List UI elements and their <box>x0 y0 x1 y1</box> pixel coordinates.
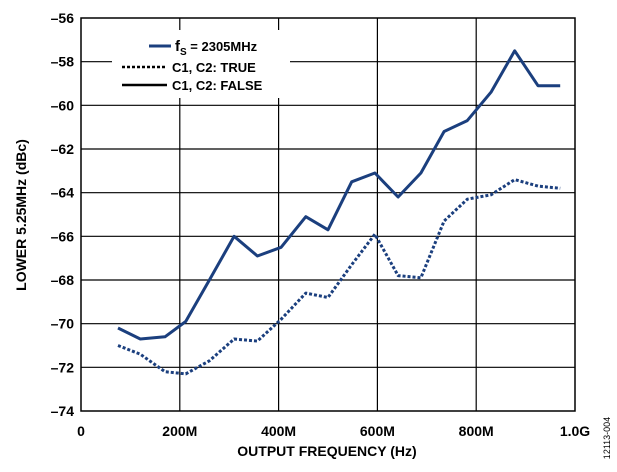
y-axis-ticks: –56 –58 –60 –62 –64 –66 –68 –70 –72 –74 <box>51 10 75 419</box>
grid-lines <box>81 18 575 411</box>
y-tick-label: –66 <box>51 228 75 244</box>
legend: fS = 2305MHz C1, C2: TRUE C1, C2: FALSE <box>112 30 290 98</box>
legend-label-fs: fS = 2305MHz <box>175 38 258 58</box>
legend-background <box>112 30 290 98</box>
y-tick-label: –58 <box>51 54 75 70</box>
legend-label-c1c2-true: C1, C2: TRUE <box>172 60 256 75</box>
x-tick-label: 0 <box>77 423 85 439</box>
y-tick-label: –70 <box>51 316 75 332</box>
y-tick-label: –64 <box>51 185 75 201</box>
x-tick-label: 400M <box>261 423 296 439</box>
series-layer <box>117 49 561 376</box>
y-tick-label: –74 <box>51 403 75 419</box>
y-tick-label: –60 <box>51 97 75 113</box>
x-tick-label: 600M <box>360 423 395 439</box>
x-tick-label: 200M <box>162 423 197 439</box>
series-line-c1c2-false <box>117 49 561 341</box>
plot-frame <box>80 17 576 412</box>
y-tick-label: –68 <box>51 272 75 288</box>
y-tick-label: –62 <box>51 141 75 157</box>
x-axis-ticks: 0 200M 400M 600M 800M 1.0G <box>77 423 590 439</box>
y-tick-label: –72 <box>51 359 75 375</box>
y-tick-label: –56 <box>51 10 75 26</box>
y-axis-label: LOWER 5.25MHz (dBc) <box>13 139 29 291</box>
x-axis-label: OUTPUT FREQUENCY (Hz) <box>237 443 416 459</box>
series-line-c1c2-true <box>117 178 561 376</box>
x-tick-label: 800M <box>459 423 494 439</box>
figure-id: 12113-004 <box>602 417 612 459</box>
x-tick-label: 1.0G <box>560 423 590 439</box>
legend-label-c1c2-false: C1, C2: FALSE <box>172 78 263 93</box>
